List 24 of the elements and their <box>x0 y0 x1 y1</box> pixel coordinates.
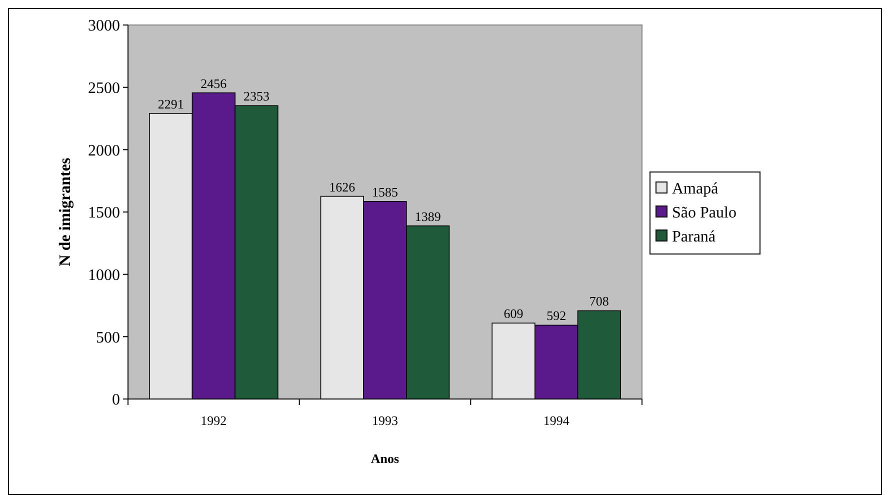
y-axis-title: N de imigrantes <box>57 158 74 266</box>
data-label: 2353 <box>244 88 270 104</box>
data-label: 2456 <box>200 76 228 91</box>
legend-label: Paraná <box>672 228 716 246</box>
y-tick-label: 2500 <box>88 80 120 97</box>
data-label: 1389 <box>414 208 441 224</box>
data-label: 708 <box>589 294 609 309</box>
x-tick-label: 1994 <box>543 413 570 428</box>
y-tick-label: 1500 <box>88 204 120 222</box>
data-label: 1585 <box>372 184 398 200</box>
y-tick-label: 2000 <box>88 142 120 160</box>
x-axis-title: Anos <box>370 451 400 466</box>
y-tick-label: 0 <box>112 392 120 409</box>
legend-label: Amapá <box>672 180 718 198</box>
y-tick-label: 500 <box>96 329 120 346</box>
y-tick-label: 1000 <box>88 266 120 284</box>
data-label: 609 <box>504 306 524 322</box>
data-label: 2291 <box>158 96 184 112</box>
data-label: 1626 <box>329 179 356 194</box>
legend-label: São Paulo <box>672 204 736 222</box>
data-label: 592 <box>546 308 566 324</box>
x-tick-label: 1993 <box>372 413 398 428</box>
x-tick-label: 1992 <box>200 413 227 428</box>
y-tick-label: 3000 <box>88 18 120 35</box>
